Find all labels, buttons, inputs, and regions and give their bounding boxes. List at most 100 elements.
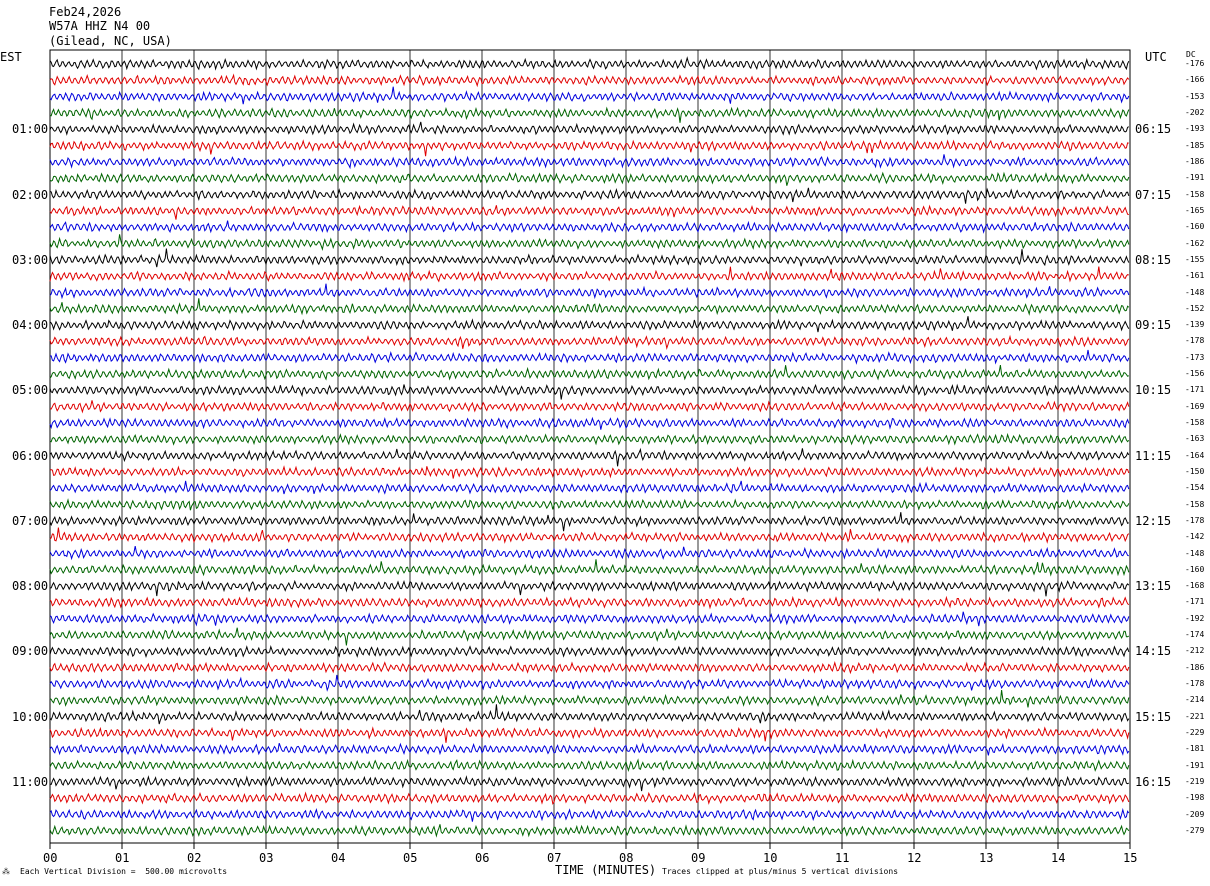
seismic-trace-row xyxy=(49,298,1130,316)
seismic-trace-row xyxy=(49,365,1129,381)
seismic-trace-row xyxy=(49,154,1130,170)
seismic-trace-row xyxy=(49,758,1130,772)
dc-offset-label: -202 xyxy=(1185,108,1205,118)
seismic-trace-row xyxy=(49,498,1130,511)
dc-offset-label: -165 xyxy=(1185,205,1205,215)
dc-offset-label: -155 xyxy=(1185,254,1205,264)
seismic-trace-row xyxy=(49,234,1130,252)
dc-offset-label: -139 xyxy=(1185,320,1205,330)
x-axis-title: TIME (MINUTES) xyxy=(555,863,657,877)
seismic-trace-row xyxy=(49,73,1130,88)
seismic-trace-row xyxy=(49,283,1130,300)
seismic-trace-row xyxy=(49,742,1130,756)
x-tick-label: 09 xyxy=(691,851,706,865)
seismic-trace-row xyxy=(49,465,1130,479)
seismic-trace-row xyxy=(49,480,1130,495)
dc-offset-label: -178 xyxy=(1185,336,1205,346)
dc-offset-label: -229 xyxy=(1185,727,1205,737)
seismic-trace-row xyxy=(49,432,1130,446)
seismic-trace-row xyxy=(49,559,1130,577)
station-label: W57A HHZ N4 00 xyxy=(49,19,151,33)
dc-offset-label: -214 xyxy=(1185,695,1205,705)
scale-icon: ⁂ xyxy=(2,867,10,876)
dc-offset-label: -221 xyxy=(1185,711,1205,721)
x-tick-label: 13 xyxy=(979,851,994,865)
est-hour-label: 01:00 xyxy=(12,122,49,137)
x-tick-label: 07 xyxy=(547,851,562,865)
dc-offset-label: -166 xyxy=(1185,75,1205,85)
seismic-trace-row xyxy=(49,266,1129,283)
seismic-trace-row xyxy=(49,807,1130,822)
dc-offset-label: -171 xyxy=(1185,597,1205,607)
seismic-trace-row xyxy=(49,674,1130,692)
dc-offset-label: -152 xyxy=(1185,303,1205,313)
seismic-trace-row xyxy=(49,400,1130,414)
seismic-trace-row xyxy=(49,690,1130,708)
x-tick-label: 11 xyxy=(835,851,850,865)
utc-hour-label: 06:15 xyxy=(1135,122,1172,137)
seismic-trace-row xyxy=(49,106,1130,123)
seismic-trace-row xyxy=(49,86,1130,105)
seismic-trace-row xyxy=(49,121,1130,136)
seismic-trace-row xyxy=(49,316,1130,333)
left-timezone-label: EST xyxy=(0,50,22,64)
seismic-trace-row xyxy=(49,383,1129,400)
est-hour-label: 09:00 xyxy=(12,644,49,659)
dc-offset-label: -185 xyxy=(1185,140,1205,150)
x-tick-label: 01 xyxy=(115,851,130,865)
seismic-trace-row xyxy=(50,579,1130,597)
dc-offset-label: -191 xyxy=(1185,173,1205,183)
seismic-trace-row xyxy=(49,248,1130,268)
dc-offset-label: -154 xyxy=(1185,483,1205,493)
est-hour-label: 03:00 xyxy=(12,252,49,267)
est-hour-label: 08:00 xyxy=(12,579,49,594)
est-hour-label: 11:00 xyxy=(12,774,49,789)
dc-offset-label: -186 xyxy=(1185,662,1205,672)
dc-offset-label: -279 xyxy=(1185,825,1205,835)
dc-offset-label: -142 xyxy=(1185,532,1205,542)
dc-offset-label: -158 xyxy=(1185,499,1205,509)
location-label: (Gilead, NC, USA) xyxy=(49,34,172,48)
seismic-trace-row xyxy=(49,138,1129,157)
x-tick-label: 00 xyxy=(43,851,58,865)
utc-hour-label: 12:15 xyxy=(1135,513,1172,528)
date-label: Feb24,2026 xyxy=(49,5,122,19)
seismic-trace-row xyxy=(49,527,1130,544)
seismic-trace-row xyxy=(49,220,1130,234)
dc-offset-label: -148 xyxy=(1185,548,1205,558)
x-tick-label: 05 xyxy=(403,851,418,865)
dc-offset-label: -153 xyxy=(1185,91,1205,101)
x-tick-label: 12 xyxy=(907,851,922,865)
dc-offset-label: -191 xyxy=(1185,760,1205,770)
est-hour-label: 10:00 xyxy=(12,709,49,724)
utc-hour-label: 08:15 xyxy=(1135,252,1172,267)
x-tick-label: 14 xyxy=(1051,851,1066,865)
dc-offset-label: -192 xyxy=(1185,613,1205,623)
dc-offset-label: -160 xyxy=(1185,564,1205,574)
dc-offset-label: -174 xyxy=(1185,630,1205,640)
dc-offset-label: -178 xyxy=(1185,679,1205,689)
dc-offset-label: -156 xyxy=(1185,369,1205,379)
seismic-trace-row xyxy=(49,56,1130,71)
est-hour-label: 06:00 xyxy=(12,448,49,463)
seismic-trace-row xyxy=(49,644,1130,659)
dc-offset-label: -169 xyxy=(1185,401,1205,411)
clip-note: Traces clipped at plus/minus 5 vertical … xyxy=(662,867,899,876)
x-tick-label: 06 xyxy=(475,851,490,865)
seismic-trace-row xyxy=(49,334,1130,351)
seismic-trace-row xyxy=(49,187,1130,204)
utc-hour-label: 09:15 xyxy=(1135,318,1172,333)
utc-hour-label: 16:15 xyxy=(1135,774,1172,789)
dc-offset-label: -150 xyxy=(1185,466,1205,476)
dc-offset-label: -163 xyxy=(1185,434,1205,444)
dc-offset-label: -173 xyxy=(1185,352,1205,362)
est-hour-label: 02:00 xyxy=(12,187,49,202)
utc-hour-label: 10:15 xyxy=(1135,383,1172,398)
right-timezone-label: UTC xyxy=(1145,50,1167,64)
x-tick-label: 03 xyxy=(259,851,274,865)
scale-note: Each Vertical Division = 500.00 microvol… xyxy=(20,867,228,876)
dc-offset-label: -176 xyxy=(1185,59,1205,69)
seismic-trace-row xyxy=(49,349,1130,365)
dc-offset-label: -158 xyxy=(1185,418,1205,428)
